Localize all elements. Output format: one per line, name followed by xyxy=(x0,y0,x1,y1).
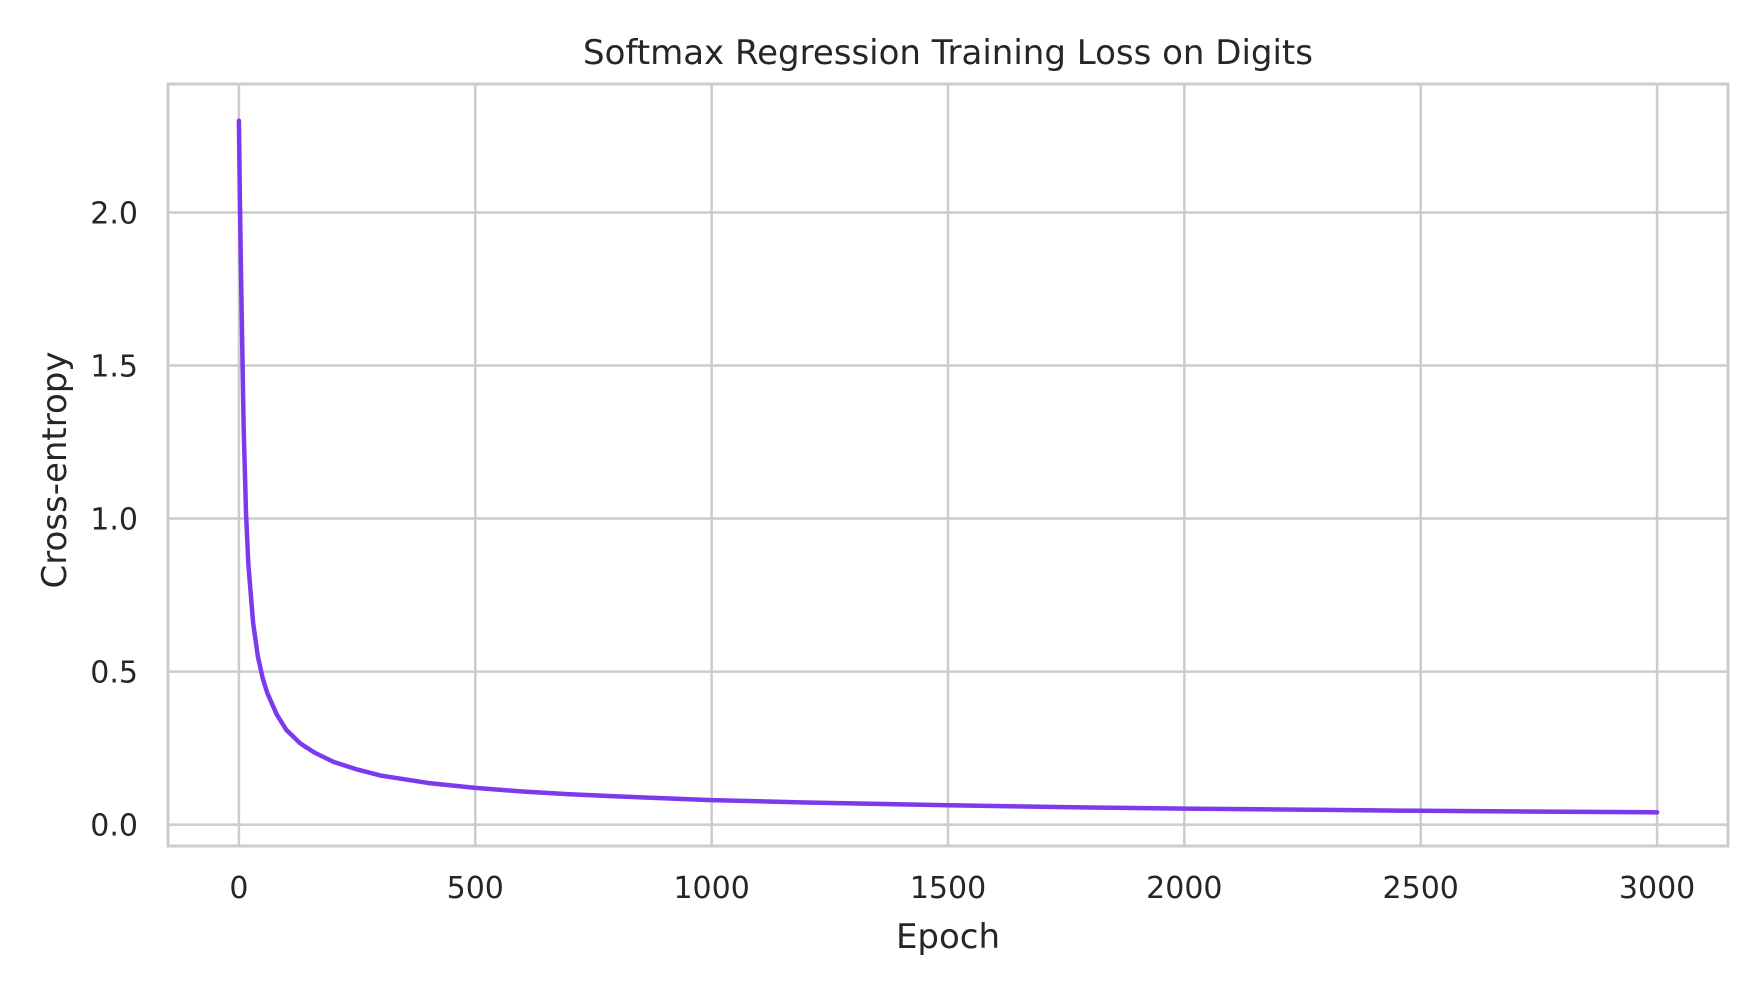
chart-title: Softmax Regression Training Loss on Digi… xyxy=(583,33,1313,73)
x-tick-label: 2000 xyxy=(1146,871,1222,906)
x-tick-label: 0 xyxy=(229,871,248,906)
y-tick-label: 1.5 xyxy=(90,350,138,385)
x-axis-label: Epoch xyxy=(896,917,1000,957)
x-tick-label: 2500 xyxy=(1383,871,1459,906)
x-axis-ticks: 0 500 1000 1500 2000 2500 3000 xyxy=(229,871,1695,906)
y-axis-label: Cross-entropy xyxy=(35,351,75,588)
x-tick-label: 500 xyxy=(447,871,504,906)
y-tick-label: 0.5 xyxy=(90,656,138,691)
y-tick-label: 1.0 xyxy=(90,503,138,538)
loss-line xyxy=(236,118,1660,815)
plot-frame xyxy=(166,82,1730,848)
y-axis-ticks: 0.0 0.5 1.0 1.5 2.0 xyxy=(90,197,138,844)
x-tick-label: 3000 xyxy=(1619,871,1695,906)
grid-lines xyxy=(168,84,1728,846)
x-tick-label: 1500 xyxy=(910,871,986,906)
y-tick-label: 0.0 xyxy=(90,809,138,844)
x-tick-label: 1000 xyxy=(673,871,749,906)
y-tick-label: 2.0 xyxy=(90,197,138,232)
